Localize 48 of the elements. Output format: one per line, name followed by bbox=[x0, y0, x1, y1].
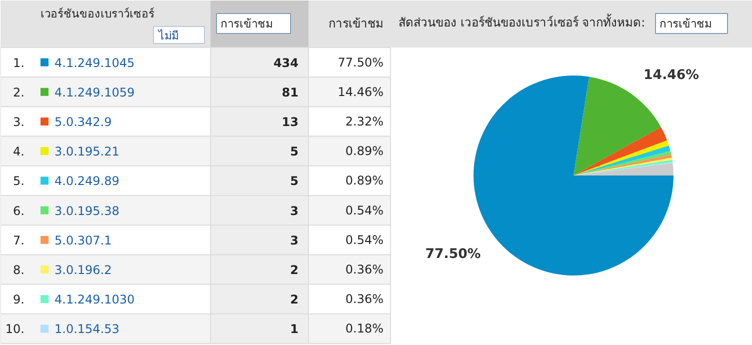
text: 5. bbox=[13, 174, 25, 188]
legend-label: 1.0.154.53 bbox=[54, 322, 120, 336]
legend-label: 5.0.307.1 bbox=[54, 233, 112, 248]
legend-label: 3.0.195.38 bbox=[54, 204, 120, 218]
data-label: 0.36% bbox=[345, 262, 384, 276]
text: 9. bbox=[13, 292, 25, 307]
text: 2. bbox=[13, 85, 25, 100]
text: 3 bbox=[290, 233, 299, 248]
data-label: 77.50% bbox=[425, 247, 481, 262]
legend-label: 3.0.196.2 bbox=[54, 263, 112, 277]
data-label: 0.18% bbox=[345, 322, 384, 336]
text: 1 bbox=[290, 322, 299, 336]
text: 3. bbox=[13, 115, 25, 129]
legend-label: 4.0.249.89 bbox=[54, 174, 120, 188]
text: 8. bbox=[13, 263, 25, 277]
text: 5 bbox=[290, 144, 299, 159]
legend-label: 5.0.342.9 bbox=[54, 115, 112, 129]
data-label: 0.36% bbox=[345, 292, 384, 306]
chart-title: สัดส่วนของ เวอร์ชันของเบราว์เซอร์ จากทั้งหมด: bbox=[398, 14, 646, 30]
data-label: 0.54% bbox=[345, 232, 384, 247]
text: 81 bbox=[282, 85, 299, 100]
text: การเข้าชม bbox=[328, 16, 384, 30]
data-label: 0.89% bbox=[345, 144, 384, 158]
data-label: 0.89% bbox=[345, 174, 384, 188]
text: 2 bbox=[290, 292, 299, 307]
data-label: 2.32% bbox=[345, 114, 384, 128]
text: 2 bbox=[290, 263, 299, 277]
text: 6. bbox=[13, 204, 25, 218]
text: 7. bbox=[13, 233, 25, 248]
text: 434 bbox=[273, 56, 299, 70]
legend-title: เวอร์ชันของเบราว์เซอร์ bbox=[40, 6, 154, 20]
legend-label: 3.0.195.21 bbox=[54, 144, 120, 159]
text: 3 bbox=[290, 204, 299, 218]
text: 14.46% bbox=[338, 84, 384, 99]
text: 5 bbox=[290, 174, 299, 188]
text: การเข้าชม bbox=[660, 16, 712, 30]
text: 77.50% bbox=[338, 55, 384, 70]
text: การเข้าชม bbox=[220, 16, 272, 30]
data-label: 14.46% bbox=[644, 68, 700, 84]
legend-label: 4.1.249.1030 bbox=[54, 292, 135, 307]
text: 1. bbox=[13, 56, 25, 70]
text: ไม่มี bbox=[158, 28, 178, 42]
text: 4. bbox=[13, 144, 25, 159]
legend-label: 4.1.249.1059 bbox=[54, 85, 135, 100]
legend-label: 4.1.249.1045 bbox=[54, 56, 135, 70]
text: 10. bbox=[5, 322, 25, 336]
data-label: 0.54% bbox=[345, 203, 384, 218]
text: 13 bbox=[282, 115, 299, 129]
